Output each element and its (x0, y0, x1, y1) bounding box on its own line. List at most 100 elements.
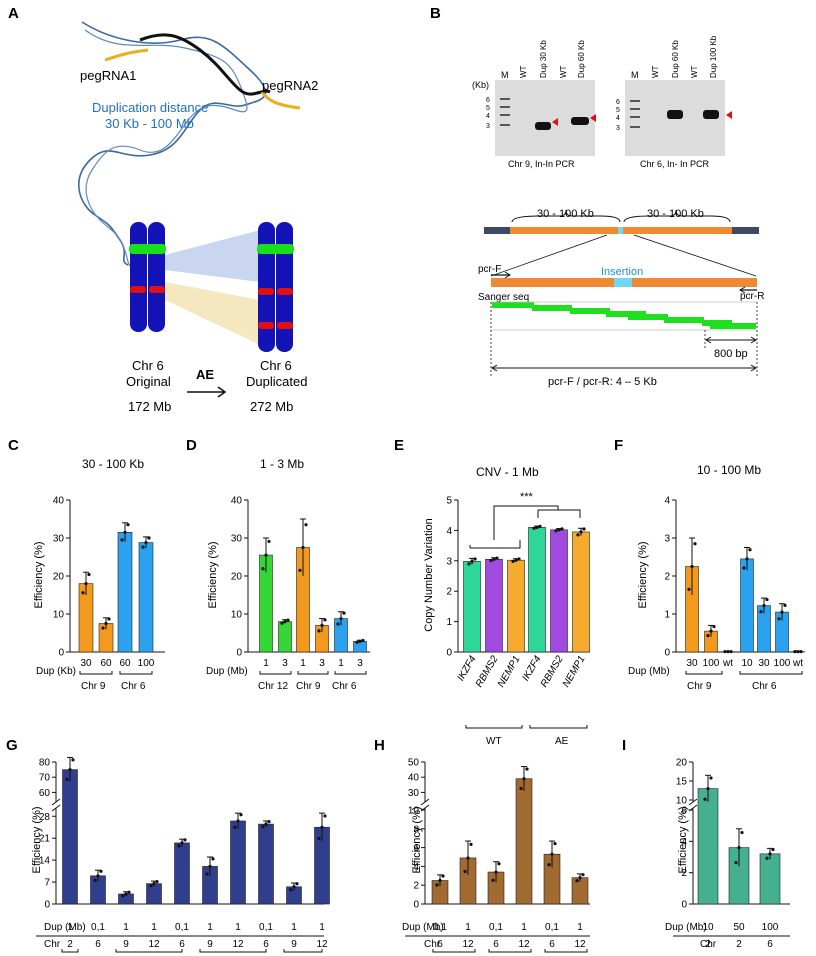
data-point (690, 564, 694, 569)
data-point (535, 525, 539, 529)
pcr-r-arrow-icon (739, 286, 757, 294)
chart-e-significance: *** (520, 491, 534, 503)
data-point (517, 557, 521, 561)
chart-d-group-1: Chr 12 (258, 681, 288, 692)
chromosome-original-icon (129, 222, 166, 332)
gel2-caption: Chr 6, In- In PCR (640, 159, 710, 169)
data-point (687, 587, 691, 591)
data-point (470, 559, 474, 564)
y-tick-label: 50 (408, 758, 420, 769)
data-point (799, 650, 803, 654)
data-point (81, 591, 85, 595)
chart-d-title: 1 - 3 Mb (260, 457, 304, 471)
chart-d-group-3: Chr 6 (332, 681, 357, 692)
panel-letter-g: G (6, 737, 18, 754)
data-point (358, 639, 362, 643)
data-point (289, 888, 293, 892)
chart-e-title: CNV - 1 Mb (476, 465, 539, 479)
dup-segment-2 (622, 227, 732, 234)
panel-f: F 10 - 100 Mb Efficiency (%) Dup (Mb) Ch… (614, 437, 805, 692)
x-tick-label: 60 (119, 658, 131, 669)
x-tick-label: 100 (703, 658, 720, 669)
gel1-lane-dup30: Dup 30 Kb (539, 40, 548, 78)
chart-f-group-1: Chr 9 (687, 681, 712, 692)
data-point (497, 862, 501, 866)
chart-h-ylabel: Efficiency (%) (411, 806, 423, 873)
data-point (205, 872, 209, 876)
data-point (557, 528, 561, 532)
axis-break-mark (51, 798, 61, 806)
data-point (532, 526, 536, 530)
panel-g: G Efficiency (%) Dup (Mb) Chr 0714212860… (6, 737, 330, 953)
y-tick-label: 30 (53, 534, 65, 545)
x-tick-label: 1 (319, 922, 325, 933)
chart-g: 07142128607080120,16191120,16191120,1619… (36, 756, 330, 953)
data-point (298, 568, 302, 572)
data-point (144, 540, 148, 545)
y-tick-label: 28 (39, 812, 51, 823)
group-bracket (199, 949, 267, 953)
data-point (495, 556, 499, 560)
x-tick-label: 50 (733, 922, 745, 933)
x-tick-label: wt (722, 658, 733, 669)
data-point (208, 864, 212, 869)
data-point (576, 533, 580, 537)
data-point (267, 539, 271, 544)
bar (138, 542, 154, 653)
chart-h: 0 2 4 6 8 10 30 40 50 0,1 6 1 12 0,1 6 1 12 0,1 6 1 12 (405, 758, 590, 953)
x-tick-label: 100 (138, 658, 155, 669)
data-point (68, 768, 72, 772)
duplicated-label: Duplicated (246, 374, 307, 389)
bar (230, 820, 246, 905)
panel-letter-f: F (614, 437, 623, 454)
chr-tick-label: 6 (493, 939, 499, 950)
bar (697, 788, 719, 905)
data-point (87, 572, 91, 577)
x-tick-label: 1 (235, 922, 241, 933)
data-point (438, 878, 442, 883)
data-point (342, 611, 346, 615)
chart-c-group-2: Chr 6 (121, 681, 146, 692)
y-tick-label: 4 (681, 837, 687, 848)
data-point (554, 529, 558, 533)
pcr-r-label: pcr-R (740, 291, 764, 302)
chart-d-xlabel: Dup (Mb) (206, 666, 248, 677)
group-bracket (739, 671, 803, 675)
data-point (124, 892, 128, 896)
x-tick-label: 0,1 (433, 922, 447, 933)
y-tick-label: 5 (446, 496, 452, 507)
y-tick-label: 0 (236, 648, 242, 659)
x-tick-label: 1 (521, 922, 527, 933)
data-point (121, 894, 125, 898)
bar (463, 561, 481, 653)
data-point (261, 825, 265, 829)
original-size: 172 Mb (128, 399, 171, 414)
axis-break-mark (420, 798, 430, 806)
data-point (723, 650, 727, 654)
arrow-label: AE (196, 367, 214, 382)
group-bracket (544, 949, 588, 953)
chr-tick-label: 12 (148, 939, 160, 950)
x-tick-label: 30 (686, 658, 698, 669)
chart-f-ylabel: Efficiency (%) (637, 541, 649, 608)
x-tick-label: 1 (263, 658, 269, 669)
data-point (295, 882, 299, 886)
x-tick-label: IKZF4 (455, 654, 478, 683)
data-point (304, 523, 308, 527)
data-point (320, 825, 324, 829)
y-tick-label: 10 (408, 806, 420, 817)
x-tick-label: 10 (741, 658, 753, 669)
bar (550, 529, 568, 653)
zoom-line-right (633, 234, 757, 277)
chart-f-group-2: Chr 6 (752, 681, 777, 692)
data-point (183, 838, 187, 842)
projection-blue (165, 230, 260, 282)
chart-g-ylabel: Efficiency (%) (31, 806, 43, 873)
y-tick-label: 2 (413, 881, 419, 892)
data-point (693, 542, 697, 546)
data-point (123, 530, 127, 534)
data-point (233, 825, 237, 829)
gel1-ladder-6: 6 (486, 97, 490, 104)
x-tick-label: 1 (123, 922, 129, 933)
